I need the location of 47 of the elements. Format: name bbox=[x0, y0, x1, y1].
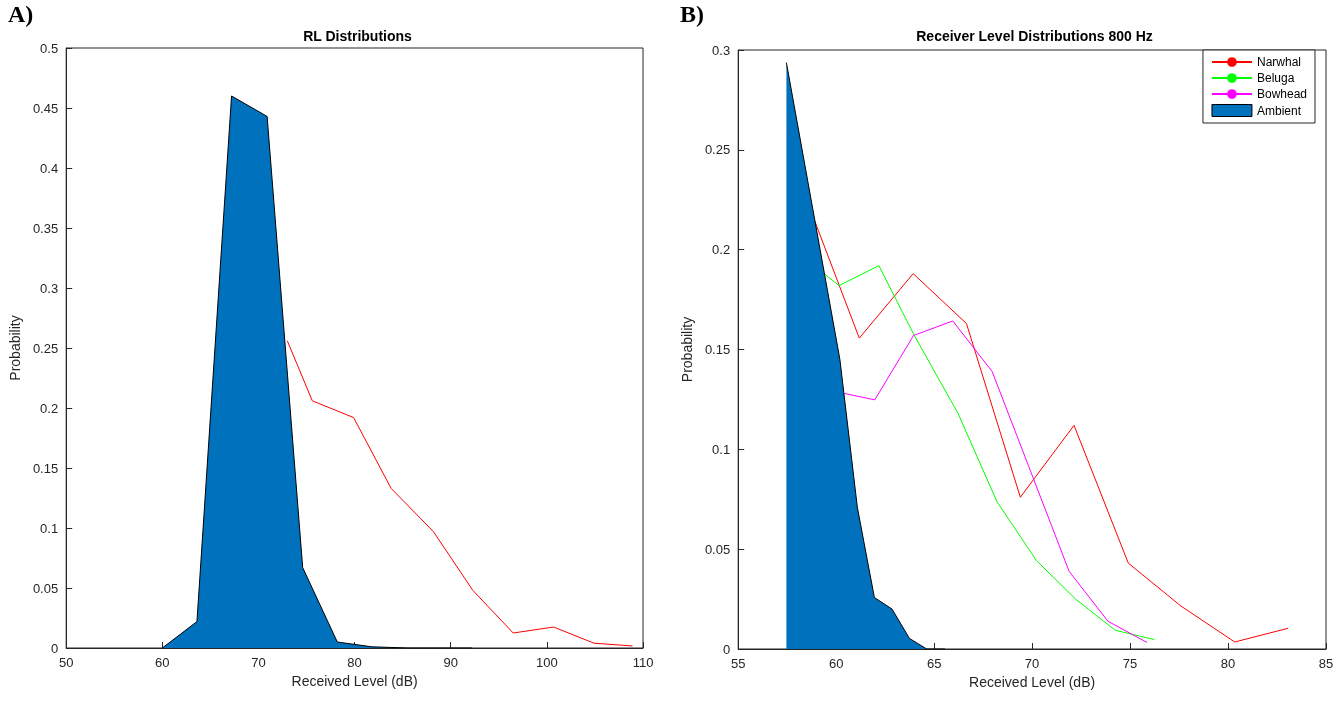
y-tick-label: 0.15 bbox=[704, 342, 731, 357]
y-axis-title: Probability bbox=[7, 315, 23, 381]
line-series bbox=[286, 340, 633, 647]
x-tick-label: 60 bbox=[155, 655, 170, 670]
line-series bbox=[843, 320, 1148, 643]
chart-title: RL Distributions bbox=[303, 28, 413, 44]
x-tick-label: 80 bbox=[1220, 656, 1236, 671]
x-tick-label: 70 bbox=[1024, 656, 1040, 671]
y-tick-label: 0.1 bbox=[40, 520, 59, 536]
y-tick-label: 0 bbox=[722, 641, 731, 657]
y-tick-label: 0.15 bbox=[32, 460, 59, 476]
y-tick-label: 0 bbox=[50, 640, 59, 656]
x-tick-label: 70 bbox=[251, 655, 266, 670]
legend-label: Narwhal bbox=[1256, 55, 1301, 69]
chart-title: Receiver Level Distributions 800 Hz bbox=[916, 28, 1153, 44]
y-axis-title: Probability bbox=[679, 316, 695, 383]
x-axis-title: Received Level (dB) bbox=[969, 673, 1096, 690]
x-tick-label: 100 bbox=[536, 655, 558, 670]
y-tick-label: 0.2 bbox=[712, 242, 731, 258]
y-tick-label: 0.1 bbox=[712, 441, 731, 457]
y-tick-label: 0.45 bbox=[32, 100, 59, 116]
y-tick-label: 0.05 bbox=[32, 580, 59, 596]
y-tick-label: 0.3 bbox=[40, 280, 59, 296]
text: B) bbox=[680, 1, 704, 27]
legend-label: Ambient bbox=[1256, 103, 1302, 118]
y-tick-label: 0.35 bbox=[32, 220, 59, 236]
x-tick-label: 80 bbox=[347, 655, 362, 670]
x-axis-title: Received Level (dB) bbox=[291, 672, 418, 689]
x-tick-label: 60 bbox=[828, 656, 844, 671]
text: A) bbox=[8, 1, 34, 27]
x-tick-label: 65 bbox=[926, 656, 942, 671]
y-tick-label: 0.05 bbox=[704, 541, 731, 557]
legend-label: Beluga bbox=[1256, 71, 1295, 85]
y-tick-label: 0.25 bbox=[32, 340, 59, 356]
x-tick-label: 75 bbox=[1122, 656, 1138, 671]
x-tick-label: 50 bbox=[58, 655, 74, 670]
y-tick-label: 0.5 bbox=[40, 40, 59, 56]
y-tick-label: 0.3 bbox=[712, 42, 731, 58]
x-tick-label: 110 bbox=[632, 655, 654, 670]
x-tick-label: 90 bbox=[443, 655, 458, 670]
x-tick-label: 55 bbox=[730, 656, 746, 671]
y-tick-label: 0.4 bbox=[40, 160, 59, 176]
y-tick-label: 0.25 bbox=[704, 142, 731, 158]
y-tick-label: 0.2 bbox=[40, 400, 59, 416]
legend-label: Bowhead bbox=[1256, 87, 1308, 101]
line-series bbox=[822, 265, 1155, 641]
x-tick-label: 85 bbox=[1318, 656, 1334, 671]
